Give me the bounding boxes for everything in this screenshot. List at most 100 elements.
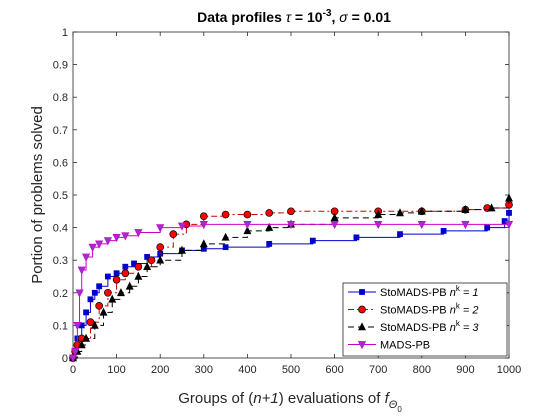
data-point [330,213,339,222]
data-point [265,209,274,217]
y-tick-label: 0.6 [53,157,68,169]
x-tick-label: 900 [456,364,474,376]
data-point [95,301,104,310]
x-axis-label: Groups of (n+1) evaluations of fΘ0 [178,390,402,414]
data-point [178,245,186,254]
data-point [199,239,208,248]
legend-marker [358,322,366,331]
series-1 [70,210,512,361]
data-point [116,288,125,297]
data-point [440,227,447,234]
legend-label: StoMADS-PB nk = 2 [380,302,478,317]
legend-entry-1: StoMADS-PB nk = 1 [348,284,478,299]
legend-marker [358,305,366,314]
data-point [374,209,383,218]
legend-label: StoMADS-PB nk = 1 [380,284,478,299]
data-point [374,220,383,230]
data-point [243,220,252,230]
data-point [121,269,130,278]
data-point [103,237,112,246]
data-point [309,237,316,244]
series-4 [68,220,514,363]
data-point [147,256,156,265]
legend-label: MADS-PB [380,340,430,352]
x-tick-label: 600 [325,364,343,376]
data-point [156,243,165,252]
series-layer [68,193,514,363]
data-point [77,266,86,275]
data-point [90,320,99,329]
legend-label: StoMADS-PB nk = 3 [380,319,479,334]
y-tick-label: 0.1 [53,320,68,332]
data-point [88,243,97,252]
data-point [125,281,134,290]
data-point [397,231,403,238]
data-point [95,240,104,249]
data-point [104,273,111,280]
data-point [287,207,295,216]
data-point [82,253,91,262]
data-point [417,220,426,230]
data-point [177,222,187,231]
y-tick-label: 0.8 [53,92,68,104]
legend-box [342,282,508,357]
data-point [199,220,208,230]
data-point [484,224,491,231]
data-point [113,270,120,277]
y-tick-label: 0.2 [53,288,68,300]
x-tick-label: 500 [282,364,300,376]
data-point [156,255,165,264]
data-point [266,240,273,247]
y-tick-label: 0.5 [53,190,68,202]
legend-marker [357,341,367,350]
series-3 [69,193,513,362]
data-point [222,244,229,251]
data-point [134,229,143,238]
data-point [86,318,95,326]
data-point [461,204,470,213]
y-axis-label: Portion of problems solved [29,106,46,284]
data-point [134,262,143,271]
data-point [108,294,117,303]
data-point [353,234,360,241]
data-point [104,288,112,297]
data-point [82,333,91,342]
data-point [122,263,129,270]
y-tick-label: 0.3 [53,255,68,267]
legend-entry-2: StoMADS-PB nk = 2 [348,302,478,317]
y-tick-label: 0.9 [53,60,68,72]
y-tick-label: 0 [62,353,68,365]
data-point [243,226,252,235]
y-tick-label: 0.4 [53,223,68,235]
chart-title: Data profiles τ = 10-3, σ = 0.01 [197,8,391,25]
x-tick-label: 0 [70,364,76,376]
data-point [96,283,103,290]
data-point [330,220,339,230]
data-point [143,262,152,271]
data-point [286,220,296,230]
x-tick-label: 400 [238,364,256,376]
data-point [87,296,94,303]
data-point [71,348,80,357]
data-point [68,354,78,363]
data-point [156,224,165,233]
data-point [73,322,82,331]
data-point [221,232,230,241]
series-2 [69,200,513,362]
data-point [121,232,130,241]
x-tick-label: 700 [369,364,387,376]
data-point [243,210,252,219]
data-point [505,193,513,202]
data-point [504,220,514,230]
y-tick-label: 1 [62,27,68,39]
data-point [417,206,426,215]
data-point [221,210,230,219]
data-point [199,212,208,221]
data-point [75,289,84,298]
axis-ticks: 0 100 200 300 400 500 600 700 800 900 1000 0 0.1 0.2 0… [53,27,522,376]
data-point [112,275,121,284]
data-point [83,309,89,316]
x-tick-label: 100 [107,364,125,376]
data-point [77,340,86,349]
